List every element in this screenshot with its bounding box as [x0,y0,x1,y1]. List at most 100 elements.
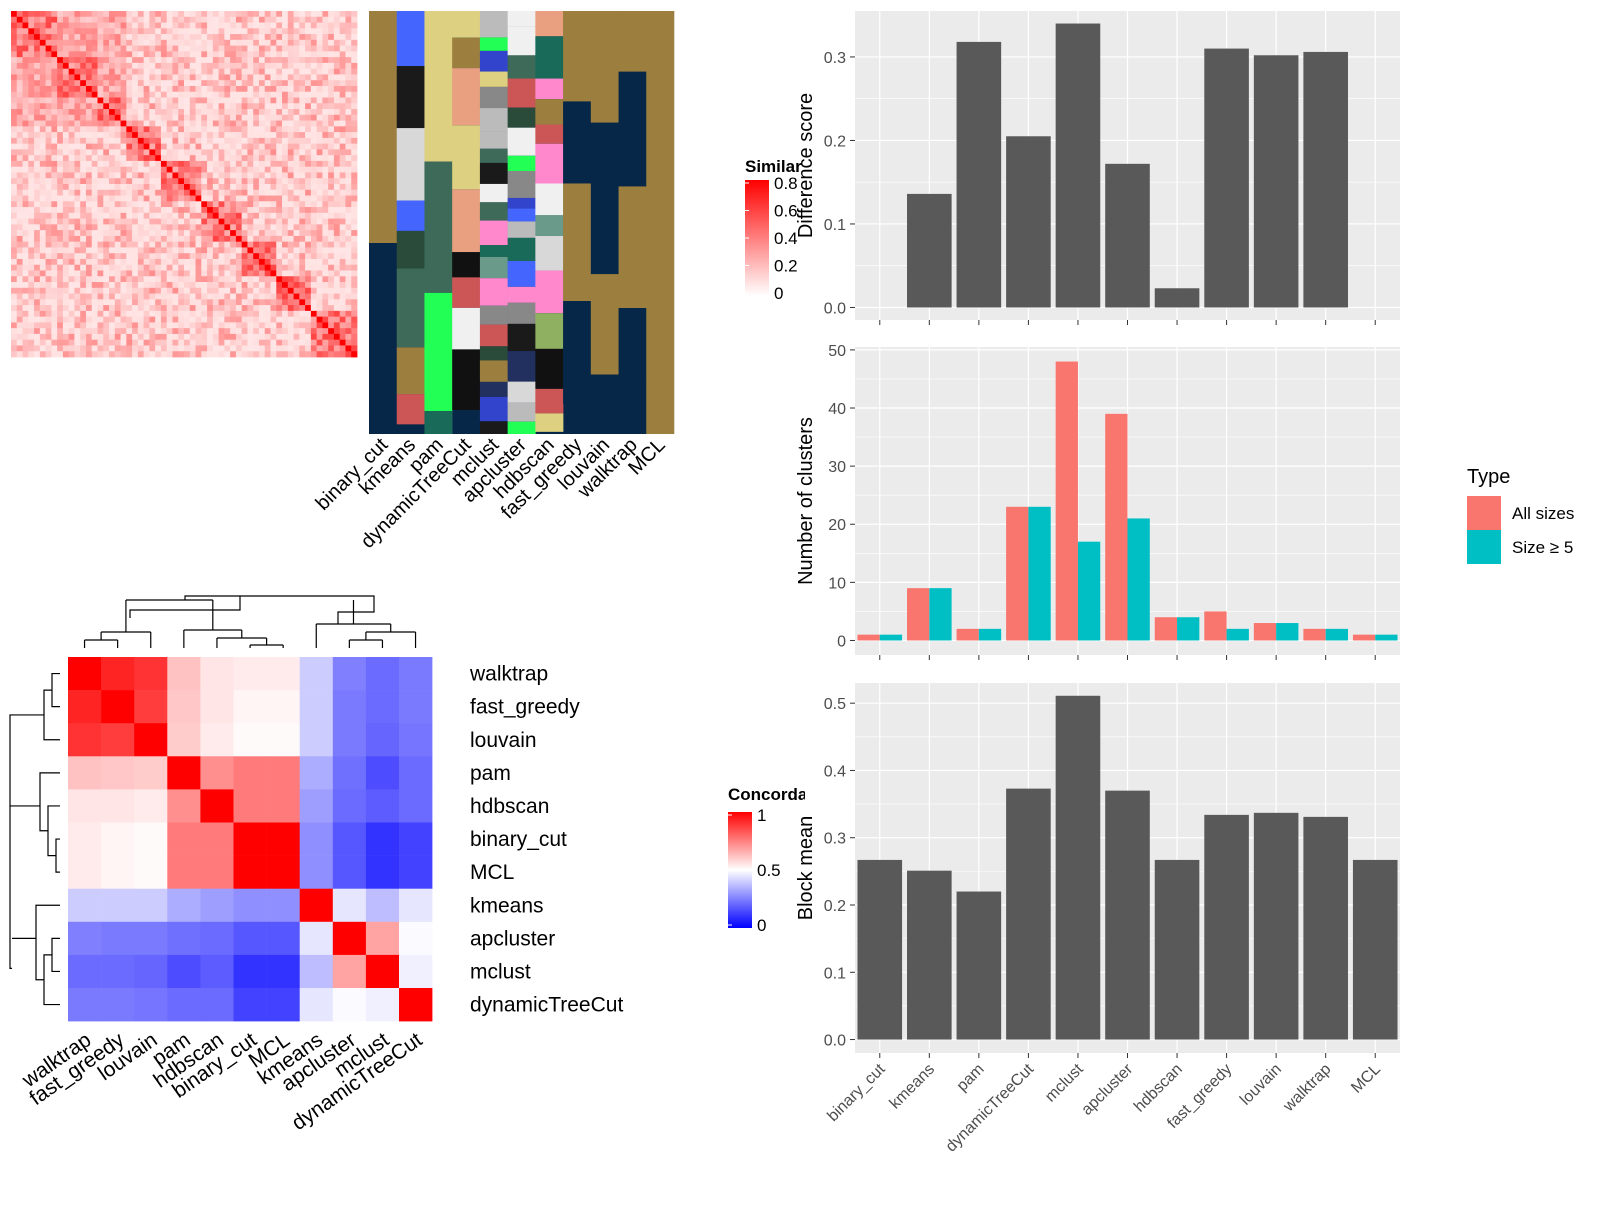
similarity-cell [345,57,352,64]
similarity-cell [189,22,196,29]
similarity-cell [351,132,358,139]
similarity-cell [143,207,150,214]
similarity-cell [57,68,64,75]
similarity-cell [103,258,110,266]
similarity-cell [28,68,35,75]
similarity-cell [80,293,87,300]
similarity-cell [97,316,104,323]
similarity-cell [126,328,133,335]
similarity-cell [143,166,150,173]
similarity-cell [333,351,341,358]
similarity-cell [258,166,266,173]
similarity-cell [207,126,214,133]
similarity-cell [305,293,312,300]
similarity-cell [322,16,329,23]
similarity-cell [299,45,306,52]
similarity-cell [207,166,214,173]
similarity-cell [316,120,323,127]
similarity-cell [103,85,110,93]
similarity-cell [143,143,150,150]
similarity-cell [322,51,329,58]
similarity-cell [39,241,46,248]
similarity-cell [172,137,179,145]
similarity-cell [241,293,248,300]
similarity-cell [132,339,139,346]
similarity-cell [270,316,277,323]
similarity-cell [114,293,121,300]
similarity-cell [97,166,104,173]
similarity-cell [230,45,237,52]
similarity-cell [109,195,116,202]
similarity-cell [345,109,352,116]
similarity-cell [62,74,70,81]
similarity-cell [270,207,277,214]
similarity-cell [28,328,35,335]
similarity-cell [11,247,18,254]
similarity-cell [16,149,23,156]
similarity-cell [45,195,52,202]
similarity-cell [339,287,346,294]
similarity-cell [114,264,121,271]
membership-segment [424,292,453,412]
similarity-cell [322,351,329,358]
similarity-cell [160,305,168,312]
similarity-cell [34,11,41,18]
similarity-cell [143,16,150,23]
similarity-cell [207,230,214,237]
similarity-cell [155,339,162,346]
similarity-cell [333,310,341,318]
similarity-cell [166,264,173,271]
similarity-cell [247,189,254,196]
similarity-cell [351,120,358,127]
similarity-cell [258,218,266,225]
similarity-cell [114,212,121,219]
similarity-cell [189,34,196,41]
similarity-cell [68,201,75,208]
similarity-cell [91,68,98,75]
similarity-cell [264,235,271,243]
similarity-cell [258,305,266,312]
similarity-cell [322,253,329,260]
similarity-cell [293,172,300,179]
similarity-cell [80,195,87,202]
similarity-cell [207,345,214,352]
similarity-cell [143,270,150,277]
similarity-cell [126,189,133,196]
similarity-cell [85,16,93,23]
concordance-cell [399,988,433,1022]
similarity-cell [57,270,64,277]
similarity-cell [74,328,81,335]
similarity-cell [166,68,173,75]
bar [907,870,952,1040]
similarity-cell [310,287,318,294]
similarity-cell [351,282,358,289]
concordance-cell [134,723,168,757]
similarity-cell [155,62,162,70]
similarity-cell [160,195,168,202]
concordance-cell [167,690,201,724]
similarity-cell [91,85,98,93]
similarity-cell [345,74,352,81]
similarity-cell [189,328,196,335]
similarity-cell [299,51,306,58]
similarity-cell [126,258,133,266]
similarity-cell [68,293,75,300]
similarity-cell [195,230,202,237]
similarity-cell [218,62,225,70]
similarity-cell [184,137,191,145]
similarity-cell [328,212,335,219]
similarity-cell [264,137,271,145]
similarity-cell [160,287,168,294]
similarity-cell [166,103,173,110]
similarity-cell [39,305,46,312]
similarity-cell [160,247,168,254]
similarity-cell [328,235,335,243]
similarity-cell [322,126,329,133]
membership-segment [507,171,536,198]
similarity-cell [287,328,294,335]
concordance-cell [167,855,201,889]
similarity-cell [97,299,104,306]
similarity-cell [224,62,231,70]
similarity-cell [264,333,271,341]
similarity-cell [172,293,179,300]
